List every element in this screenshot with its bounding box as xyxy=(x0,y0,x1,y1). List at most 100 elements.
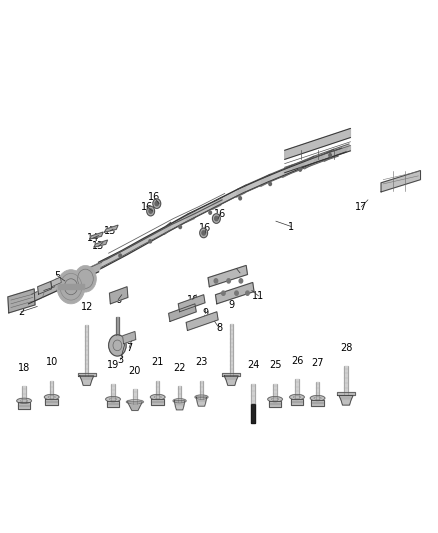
Text: 14: 14 xyxy=(87,233,99,243)
Polygon shape xyxy=(381,171,420,192)
Polygon shape xyxy=(89,232,103,239)
Polygon shape xyxy=(38,281,52,294)
Polygon shape xyxy=(341,400,351,405)
Polygon shape xyxy=(273,384,277,401)
Polygon shape xyxy=(164,222,171,235)
Circle shape xyxy=(212,214,220,223)
Circle shape xyxy=(149,209,152,213)
Polygon shape xyxy=(196,397,207,402)
Polygon shape xyxy=(178,386,181,402)
Polygon shape xyxy=(85,325,88,376)
Circle shape xyxy=(153,199,161,208)
Text: 12: 12 xyxy=(81,302,93,312)
Circle shape xyxy=(202,231,205,235)
Polygon shape xyxy=(339,395,353,400)
Text: 22: 22 xyxy=(173,363,186,373)
Polygon shape xyxy=(18,402,30,409)
Polygon shape xyxy=(344,366,348,395)
Circle shape xyxy=(109,335,126,356)
Circle shape xyxy=(269,182,272,185)
Circle shape xyxy=(222,291,225,295)
Polygon shape xyxy=(178,295,205,312)
Circle shape xyxy=(209,211,212,214)
Polygon shape xyxy=(78,373,96,376)
Polygon shape xyxy=(156,381,159,399)
Text: 3: 3 xyxy=(117,355,124,365)
Polygon shape xyxy=(197,402,206,406)
Polygon shape xyxy=(230,324,233,376)
Circle shape xyxy=(155,201,159,206)
Ellipse shape xyxy=(310,395,325,401)
Text: 9: 9 xyxy=(228,300,234,310)
Circle shape xyxy=(59,282,61,286)
Text: 9: 9 xyxy=(202,308,208,318)
Polygon shape xyxy=(186,312,218,330)
Text: 10: 10 xyxy=(187,295,199,304)
Polygon shape xyxy=(295,379,299,399)
Text: 16: 16 xyxy=(148,192,160,202)
Text: 28: 28 xyxy=(340,343,352,353)
Text: 16: 16 xyxy=(214,209,226,219)
Polygon shape xyxy=(22,386,26,402)
Text: 6: 6 xyxy=(115,295,121,304)
Ellipse shape xyxy=(126,400,144,404)
Text: 24: 24 xyxy=(247,360,259,370)
Circle shape xyxy=(74,265,96,292)
Polygon shape xyxy=(111,384,115,401)
Polygon shape xyxy=(8,289,35,313)
Text: 8: 8 xyxy=(216,323,222,333)
Polygon shape xyxy=(50,381,53,399)
Text: 16: 16 xyxy=(141,202,153,212)
Polygon shape xyxy=(283,165,292,177)
Text: 11: 11 xyxy=(252,291,265,301)
Polygon shape xyxy=(222,373,240,376)
Circle shape xyxy=(149,240,152,243)
Ellipse shape xyxy=(44,394,59,400)
Circle shape xyxy=(246,291,249,295)
Text: 21: 21 xyxy=(152,357,164,367)
Text: 7: 7 xyxy=(126,343,132,352)
Ellipse shape xyxy=(150,394,165,400)
Polygon shape xyxy=(169,304,196,321)
Circle shape xyxy=(214,279,218,283)
Text: 2: 2 xyxy=(18,307,24,317)
Text: 19: 19 xyxy=(107,360,119,370)
Circle shape xyxy=(235,291,238,295)
Circle shape xyxy=(89,269,92,272)
Text: 17: 17 xyxy=(355,202,367,212)
Polygon shape xyxy=(226,381,236,385)
Polygon shape xyxy=(94,240,108,247)
Polygon shape xyxy=(200,381,203,399)
Circle shape xyxy=(239,279,243,283)
Ellipse shape xyxy=(173,399,186,403)
Ellipse shape xyxy=(195,395,208,399)
Circle shape xyxy=(227,279,230,283)
Text: 5: 5 xyxy=(54,271,60,280)
Text: 10: 10 xyxy=(46,357,58,367)
Polygon shape xyxy=(28,144,349,304)
Polygon shape xyxy=(133,389,137,404)
Text: 1: 1 xyxy=(288,222,294,231)
Polygon shape xyxy=(46,399,58,405)
Ellipse shape xyxy=(268,397,283,402)
Text: 4: 4 xyxy=(41,286,47,295)
Ellipse shape xyxy=(17,398,32,403)
Text: 13: 13 xyxy=(92,241,105,251)
Polygon shape xyxy=(251,384,255,404)
Polygon shape xyxy=(208,265,247,287)
Text: 25: 25 xyxy=(269,360,281,370)
Ellipse shape xyxy=(106,397,120,402)
Circle shape xyxy=(119,254,121,257)
Polygon shape xyxy=(316,382,319,400)
Polygon shape xyxy=(324,149,334,161)
Circle shape xyxy=(57,270,85,304)
Text: 23: 23 xyxy=(195,357,208,367)
Polygon shape xyxy=(28,262,102,304)
Ellipse shape xyxy=(290,394,304,400)
Polygon shape xyxy=(175,406,184,410)
Polygon shape xyxy=(224,376,238,381)
Polygon shape xyxy=(174,401,185,406)
Circle shape xyxy=(299,168,301,171)
Polygon shape xyxy=(107,401,119,407)
Polygon shape xyxy=(311,400,324,406)
